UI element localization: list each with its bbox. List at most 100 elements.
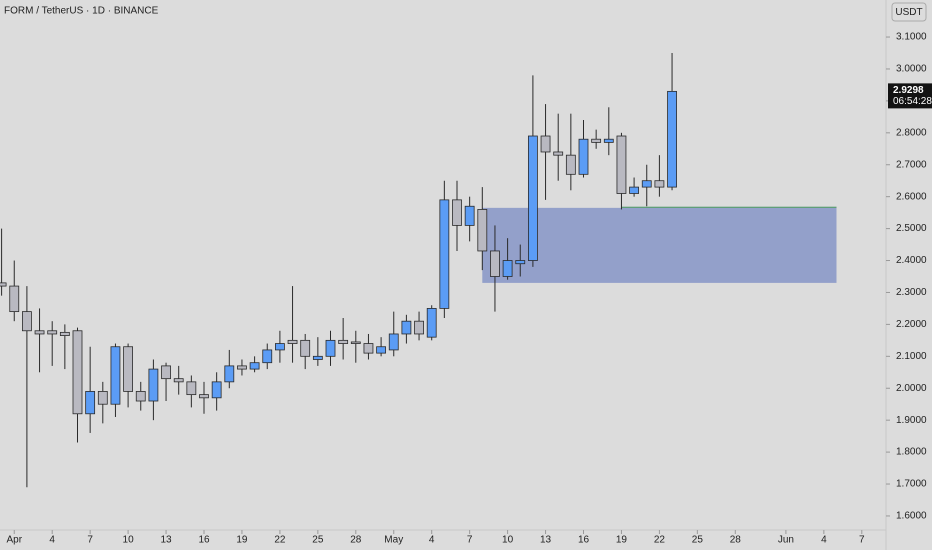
x-tick-label: 16 <box>198 535 210 546</box>
candle-body <box>34 330 45 335</box>
y-tick-label: 2.7000 <box>896 159 927 170</box>
candle-body <box>388 333 399 351</box>
candle-body <box>376 346 387 354</box>
candle-body <box>616 135 627 194</box>
candle-body <box>414 320 424 335</box>
candle-body <box>401 320 412 335</box>
y-tick-label: 1.8000 <box>896 447 927 458</box>
candle-body <box>603 138 614 143</box>
candle-body <box>528 135 538 261</box>
candle-body <box>591 138 602 143</box>
candle-body <box>565 154 576 175</box>
candle-body <box>110 346 121 405</box>
y-tick-label: 1.9000 <box>896 415 927 426</box>
x-tick-label: 13 <box>160 535 172 546</box>
candle-body <box>249 362 260 370</box>
y-tick-label: 1.6000 <box>896 511 927 522</box>
candle-body <box>97 391 108 405</box>
candle-body <box>502 260 513 277</box>
candle-body <box>515 260 526 265</box>
currency-box[interactable] <box>891 2 927 22</box>
candle-body <box>211 381 222 399</box>
y-tick-label: 2.5000 <box>896 223 927 234</box>
candle-body <box>224 365 235 383</box>
candle-body <box>654 180 665 188</box>
x-tick-label: Apr <box>6 535 22 546</box>
candle-body <box>135 391 146 402</box>
x-tick-label: 28 <box>350 535 362 546</box>
candle-body <box>161 365 171 380</box>
x-tick-label: 7 <box>87 535 93 546</box>
x-tick-label: 22 <box>274 535 286 546</box>
candle-body <box>338 339 349 344</box>
candle-body <box>629 186 639 194</box>
x-tick-label: 7 <box>859 535 865 546</box>
last-price: 2.9298 <box>893 85 924 96</box>
candle-body <box>0 282 7 287</box>
candle-body <box>312 355 323 360</box>
zone <box>482 207 837 283</box>
candle-body <box>199 394 209 399</box>
x-tick-label: May <box>384 535 403 546</box>
candle-body <box>452 199 462 226</box>
candle-body <box>350 341 361 344</box>
x-tick-label: 10 <box>502 535 514 546</box>
candle-body <box>540 135 551 153</box>
candle-body <box>464 205 475 226</box>
candle-body <box>47 330 58 335</box>
x-tick-label: 28 <box>730 535 742 546</box>
y-tick-label: 2.1000 <box>896 351 927 362</box>
x-tick-label: 4 <box>49 535 55 546</box>
chart-title: FORM / TetherUS · 1D · BINANCE <box>4 6 159 17</box>
x-tick-label: 25 <box>692 535 704 546</box>
x-tick-label: 19 <box>616 535 628 546</box>
candle-body <box>262 349 273 364</box>
currency[interactable]: USDT <box>895 7 922 18</box>
y-tick-label: 2.3000 <box>896 287 927 298</box>
candle-body <box>325 339 336 357</box>
y-tick-label: 2.8000 <box>896 127 927 138</box>
candle-body <box>274 343 285 351</box>
y-tick-label: 2.0000 <box>896 383 927 394</box>
candle-body <box>173 378 184 383</box>
x-tick-label: 16 <box>578 535 590 546</box>
candle-body <box>300 339 311 357</box>
candle-body <box>477 209 488 252</box>
candle-body <box>426 308 437 338</box>
candle-body <box>59 331 70 336</box>
x-tick-label: Jun <box>778 535 794 546</box>
candle-body <box>72 330 83 415</box>
candle-body <box>237 365 247 370</box>
candle-body <box>287 339 298 344</box>
y-tick-label: 2.2000 <box>896 319 927 330</box>
candle-body <box>9 285 20 313</box>
x-tick-label: 10 <box>123 535 135 546</box>
countdown: 06:54:28 <box>893 96 932 107</box>
candle-body <box>21 311 32 332</box>
y-tick-label: 2.4000 <box>896 255 927 266</box>
y-tick-label: 3.1000 <box>896 32 927 43</box>
x-tick-label: 7 <box>467 535 473 546</box>
y-tick-label: 3.0000 <box>896 64 927 75</box>
candle-body <box>363 343 374 354</box>
candle-body <box>667 90 677 188</box>
candle-body <box>490 250 500 277</box>
candle-body <box>186 381 197 396</box>
x-tick-label: 22 <box>654 535 666 546</box>
x-tick-label: 4 <box>429 535 435 546</box>
last-price-box <box>888 83 932 109</box>
candle-body <box>641 180 652 188</box>
x-tick-label: 19 <box>236 535 248 546</box>
candle-body <box>439 199 450 309</box>
y-tick-label: 1.7000 <box>896 479 927 490</box>
x-tick-label: 25 <box>312 535 324 546</box>
candle-body <box>553 151 564 156</box>
candle-body <box>85 391 96 415</box>
candle-body <box>148 368 159 402</box>
x-tick-label: 13 <box>540 535 552 546</box>
x-tick-label: 4 <box>821 535 827 546</box>
y-tick-label: 2.6000 <box>896 191 927 202</box>
candle-body <box>123 346 133 392</box>
candle-body <box>578 138 589 175</box>
